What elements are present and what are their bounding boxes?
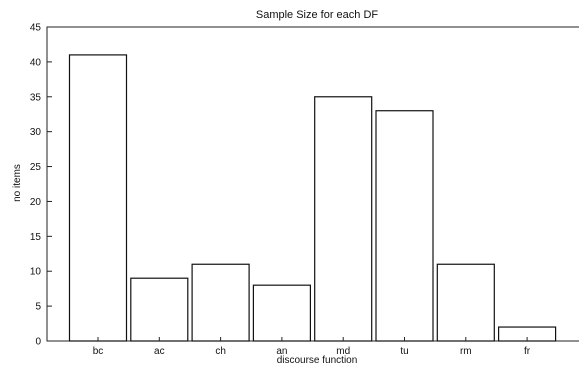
y-tick-label: 40 <box>30 57 42 68</box>
x-tick-label: rm <box>460 346 472 357</box>
x-tick-label: ac <box>154 346 165 357</box>
y-tick-label: 35 <box>30 92 42 103</box>
plot-area: 0 5 10 15 20 25 30 35 40 45 bc ac ch an md tu rm fr <box>30 23 579 357</box>
y-tick-label: 10 <box>30 267 42 278</box>
chart-title: Sample Size for each DF <box>256 9 379 21</box>
x-tick-label: an <box>276 346 287 357</box>
y-tick-label: 20 <box>30 197 42 208</box>
x-tick-label: fr <box>524 346 531 357</box>
bar-ch <box>191 263 250 342</box>
bar-bc <box>68 54 128 342</box>
bar-rm <box>436 263 495 342</box>
bar-ac <box>130 277 189 342</box>
y-tick-label: 45 <box>30 23 42 34</box>
x-tick-label: tu <box>400 346 408 357</box>
x-tick-label: ch <box>215 346 226 357</box>
x-tick-label: md <box>336 346 350 357</box>
bar-md <box>314 96 373 342</box>
bar-tu <box>375 110 434 342</box>
x-axis-label: discourse function <box>277 355 358 366</box>
bar-an <box>252 284 311 342</box>
x-tick-label: bc <box>93 346 104 357</box>
y-tick-label: 5 <box>35 302 41 313</box>
y-tick-label: 15 <box>30 232 42 243</box>
y-tick-label: 30 <box>30 127 42 138</box>
y-axis-label: no items <box>12 164 23 202</box>
y-tick-label: 0 <box>35 337 41 348</box>
y-tick-label: 25 <box>30 162 42 173</box>
